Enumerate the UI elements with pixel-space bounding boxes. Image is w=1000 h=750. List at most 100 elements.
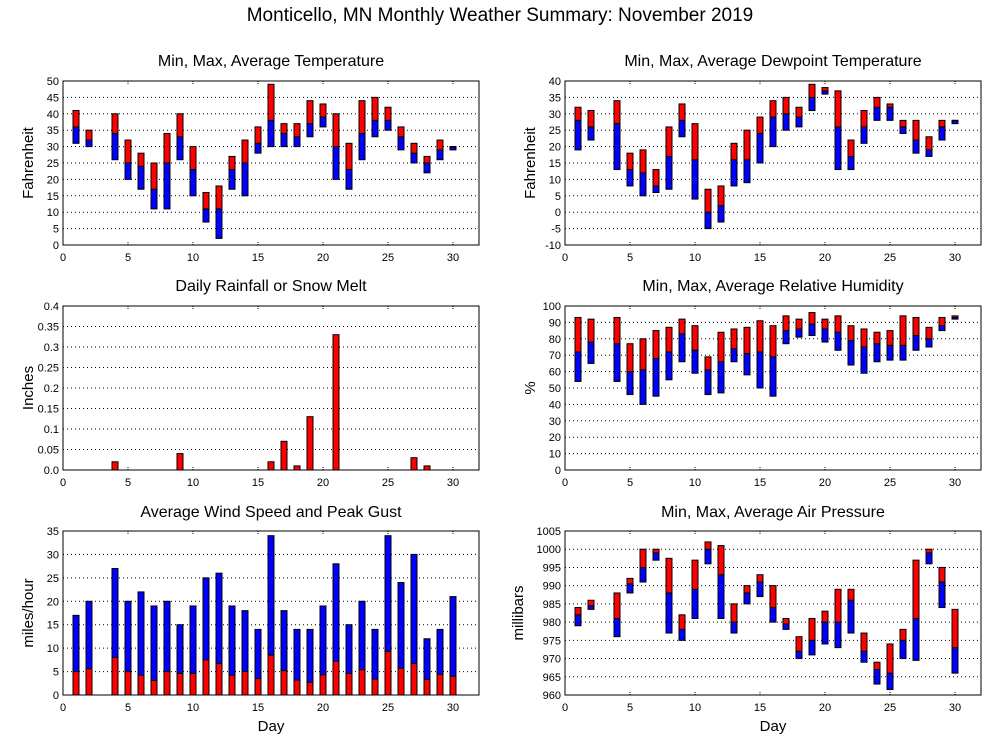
y-tick-label: 35 bbox=[47, 526, 59, 538]
bar-avg-to-max-day-17 bbox=[782, 96, 790, 115]
bar-min-to-avg-day-1 bbox=[574, 351, 582, 382]
y-tick-label: -10 bbox=[545, 240, 561, 252]
bar-min-to-avg-day-15 bbox=[254, 142, 262, 154]
bar-min-to-avg-day-24 bbox=[371, 119, 379, 138]
bar-avg-to-max-day-13 bbox=[730, 142, 738, 161]
bar-min-to-avg-day-22 bbox=[345, 169, 353, 190]
y-axis-label: Inches bbox=[20, 366, 37, 410]
bar-average-wind-day-16 bbox=[267, 654, 275, 696]
bar-avg-to-max-day-14 bbox=[241, 139, 249, 164]
x-tick-label: 20 bbox=[819, 702, 831, 714]
x-tick-label: 10 bbox=[187, 702, 199, 714]
bar-avg-to-max-day-6 bbox=[639, 149, 647, 174]
bar-avg-to-max-day-30 bbox=[449, 146, 457, 148]
x-tick-label: 30 bbox=[949, 477, 961, 489]
bar-min-to-avg-day-26 bbox=[899, 639, 907, 660]
bar-min-to-avg-day-8 bbox=[665, 351, 673, 381]
bar-peak-gust-day-24 bbox=[371, 628, 379, 680]
bar-min-to-avg-day-14 bbox=[743, 592, 751, 605]
bar-average-wind-day-18 bbox=[293, 679, 301, 696]
bar-average-wind-day-11 bbox=[202, 659, 210, 696]
bar-min-to-avg-day-7 bbox=[652, 552, 660, 561]
bar-avg-to-max-day-26 bbox=[899, 628, 907, 641]
bar-avg-to-max-day-22 bbox=[847, 325, 855, 341]
bar-avg-to-max-day-6 bbox=[137, 152, 145, 167]
bar-min-to-avg-day-23 bbox=[860, 126, 868, 144]
bar-peak-gust-day-13 bbox=[228, 605, 236, 676]
x-tick-label: 15 bbox=[252, 702, 264, 714]
bar-avg-to-max-day-26 bbox=[397, 126, 405, 138]
bar-average-wind-day-25 bbox=[384, 650, 392, 696]
bar-min-to-avg-day-18 bbox=[795, 328, 803, 338]
bar-min-to-avg-day-28 bbox=[423, 162, 431, 174]
bar-min-to-avg-day-15 bbox=[756, 581, 764, 598]
x-axis-label: Day bbox=[760, 718, 787, 735]
bar-min-to-avg-day-9 bbox=[678, 628, 686, 641]
x-axis-label: Day bbox=[258, 718, 285, 735]
x-tick-label: 5 bbox=[125, 477, 131, 489]
bar-avg-to-max-day-24 bbox=[873, 331, 881, 345]
y-tick-label: 5 bbox=[53, 667, 59, 679]
y-tick-label: 0.05 bbox=[38, 445, 59, 457]
bar-min-to-avg-day-30 bbox=[951, 647, 959, 674]
bar-min-to-avg-day-11 bbox=[202, 208, 210, 223]
bar-avg-to-max-day-13 bbox=[730, 328, 738, 350]
bar-min-to-avg-day-15 bbox=[756, 351, 764, 389]
x-tick-label: 30 bbox=[447, 702, 459, 714]
bar-min-to-avg-day-11 bbox=[704, 369, 712, 396]
bar-avg-to-max-day-30 bbox=[951, 608, 959, 649]
y-tick-label: 35 bbox=[47, 125, 59, 137]
y-tick-label: 50 bbox=[549, 383, 561, 395]
bar-avg-to-max-day-28 bbox=[925, 136, 933, 151]
y-tick-label: 15 bbox=[47, 191, 59, 203]
y-tick-label: 20 bbox=[549, 432, 561, 444]
bar-average-wind-day-17 bbox=[280, 670, 288, 696]
bar-peak-gust-day-30 bbox=[449, 596, 457, 677]
bar-avg-to-max-day-7 bbox=[150, 162, 158, 190]
bar-average-wind-day-27 bbox=[410, 663, 418, 696]
plot-frame bbox=[62, 80, 480, 246]
bar-avg-to-max-day-1 bbox=[574, 106, 582, 121]
chart-title: Average Wind Speed and Peak Gust bbox=[140, 504, 402, 521]
y-tick-label: 20 bbox=[47, 596, 59, 608]
y-tick-label: 5 bbox=[555, 191, 561, 203]
bar-avg-to-max-day-9 bbox=[678, 318, 686, 335]
bar-min-to-avg-day-8 bbox=[665, 155, 673, 190]
x-tick-label: 25 bbox=[382, 252, 394, 264]
bar-min-to-avg-day-13 bbox=[730, 621, 738, 634]
x-tick-label: 15 bbox=[252, 252, 264, 264]
bar-min-to-avg-day-1 bbox=[72, 126, 80, 144]
chart-title: Min, Max, Average Air Pressure bbox=[661, 504, 885, 521]
bar-avg-to-max-day-13 bbox=[730, 603, 738, 623]
bar-peak-gust-day-15 bbox=[254, 628, 262, 680]
bar-avg-to-max-day-10 bbox=[189, 146, 197, 171]
bar-avg-to-max-day-16 bbox=[769, 325, 777, 358]
bar-min-to-avg-day-19 bbox=[306, 123, 314, 138]
bar-peak-gust-day-8 bbox=[163, 600, 171, 673]
bar-min-to-avg-day-6 bbox=[639, 172, 647, 197]
y-tick-label: 30 bbox=[549, 416, 561, 428]
x-tick-label: 0 bbox=[60, 252, 66, 264]
bar-min-to-avg-day-17 bbox=[782, 330, 790, 345]
bar-avg-to-max-day-20 bbox=[319, 103, 327, 118]
bar-min-to-avg-day-28 bbox=[925, 338, 933, 348]
y-tick-label: 985 bbox=[543, 599, 561, 611]
bar-avg-to-max-day-4 bbox=[111, 113, 119, 134]
bar-avg-to-max-day-16 bbox=[769, 585, 777, 609]
y-tick-label: 45 bbox=[47, 92, 59, 104]
bar-avg-to-max-day-7 bbox=[652, 548, 660, 554]
bar-avg-to-max-day-15 bbox=[756, 320, 764, 353]
bar-min-to-avg-day-18 bbox=[293, 136, 301, 148]
x-tick-label: 0 bbox=[60, 702, 66, 714]
bar-avg-to-max-day-7 bbox=[652, 169, 660, 187]
x-tick-label: 25 bbox=[884, 252, 896, 264]
bar-min-to-avg-day-17 bbox=[782, 113, 790, 131]
bar-avg-to-max-day-16 bbox=[769, 100, 777, 118]
bar-min-to-avg-day-21 bbox=[834, 331, 842, 351]
y-tick-label: 0.1 bbox=[44, 424, 59, 436]
x-tick-label: 10 bbox=[187, 252, 199, 264]
bar-average-wind-day-10 bbox=[189, 672, 197, 696]
y-tick-label: -5 bbox=[551, 224, 561, 236]
bar-peak-gust-day-26 bbox=[397, 582, 405, 669]
bar-min-to-avg-day-10 bbox=[691, 588, 699, 619]
